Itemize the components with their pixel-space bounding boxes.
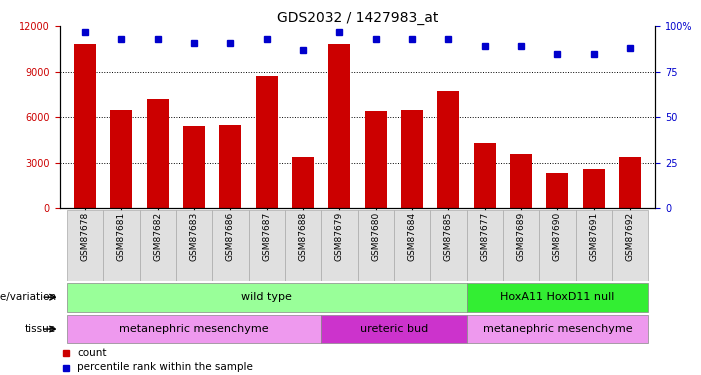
- Bar: [510, 154, 532, 208]
- Text: GSM87683: GSM87683: [189, 212, 198, 261]
- Bar: [466, 315, 648, 344]
- Bar: [103, 210, 139, 281]
- Bar: [583, 169, 604, 208]
- Bar: [176, 210, 212, 281]
- Text: count: count: [77, 348, 107, 357]
- Text: GSM87688: GSM87688: [299, 212, 308, 261]
- Text: GSM87680: GSM87680: [371, 212, 380, 261]
- Bar: [539, 210, 576, 281]
- Bar: [292, 157, 314, 208]
- Bar: [358, 210, 394, 281]
- Text: GSM87685: GSM87685: [444, 212, 453, 261]
- Bar: [401, 110, 423, 208]
- Text: percentile rank within the sample: percentile rank within the sample: [77, 363, 253, 372]
- Bar: [394, 210, 430, 281]
- Bar: [365, 111, 386, 208]
- Bar: [321, 315, 466, 344]
- Bar: [547, 173, 569, 208]
- Text: ureteric bud: ureteric bud: [360, 324, 428, 334]
- Bar: [147, 99, 168, 208]
- Text: GSM87678: GSM87678: [81, 212, 90, 261]
- Text: GSM87690: GSM87690: [553, 212, 562, 261]
- Bar: [285, 210, 321, 281]
- Bar: [74, 45, 96, 208]
- Bar: [576, 210, 612, 281]
- Bar: [111, 110, 132, 208]
- Text: wild type: wild type: [241, 292, 292, 302]
- Bar: [437, 92, 459, 208]
- Bar: [466, 283, 648, 312]
- Bar: [612, 210, 648, 281]
- Bar: [503, 210, 539, 281]
- Text: metanephric mesenchyme: metanephric mesenchyme: [482, 324, 632, 334]
- Text: GSM87692: GSM87692: [625, 212, 634, 261]
- Text: GSM87687: GSM87687: [262, 212, 271, 261]
- Bar: [474, 143, 496, 208]
- Text: tissue: tissue: [25, 324, 56, 334]
- Text: GSM87682: GSM87682: [154, 212, 162, 261]
- Text: GSM87677: GSM87677: [480, 212, 489, 261]
- Bar: [619, 157, 641, 208]
- Bar: [219, 125, 241, 208]
- Text: metanephric mesenchyme: metanephric mesenchyme: [119, 324, 268, 334]
- Text: GSM87681: GSM87681: [117, 212, 126, 261]
- Bar: [256, 76, 278, 208]
- Bar: [67, 315, 321, 344]
- Text: GSM87691: GSM87691: [589, 212, 598, 261]
- Text: GSM87684: GSM87684: [407, 212, 416, 261]
- Bar: [321, 210, 358, 281]
- Text: GSM87689: GSM87689: [517, 212, 526, 261]
- Bar: [67, 283, 466, 312]
- Text: genotype/variation: genotype/variation: [0, 292, 56, 302]
- Text: GSM87686: GSM87686: [226, 212, 235, 261]
- Text: GSM87679: GSM87679: [335, 212, 344, 261]
- Bar: [212, 210, 249, 281]
- Bar: [139, 210, 176, 281]
- Bar: [466, 210, 503, 281]
- Title: GDS2032 / 1427983_at: GDS2032 / 1427983_at: [277, 11, 438, 25]
- Bar: [67, 210, 103, 281]
- Bar: [430, 210, 466, 281]
- Text: HoxA11 HoxD11 null: HoxA11 HoxD11 null: [500, 292, 615, 302]
- Bar: [183, 126, 205, 208]
- Bar: [329, 45, 350, 208]
- Bar: [249, 210, 285, 281]
